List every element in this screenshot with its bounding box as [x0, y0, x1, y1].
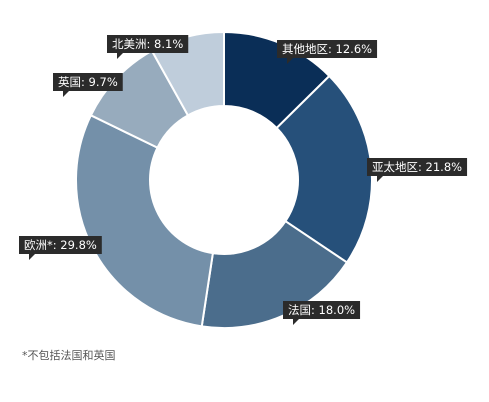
data-label-5: 英国: 9.7% [53, 73, 123, 97]
data-label-pointer [287, 58, 293, 64]
data-label-box [277, 40, 378, 58]
data-label-box [283, 301, 361, 319]
data-label-text: 法国: 18.0% [288, 303, 355, 317]
data-label-box [19, 236, 102, 254]
data-label-box [107, 35, 189, 53]
data-label-text: 英国: 9.7% [58, 75, 118, 89]
data-label-box [53, 73, 123, 91]
data-label-box [367, 158, 468, 176]
data-label-pointer [63, 91, 69, 97]
data-label-3: 法国: 18.0% [283, 301, 361, 325]
data-label-6: 北美洲: 8.1% [107, 35, 189, 59]
slice-3 [200, 219, 349, 329]
data-label-text: 其他地区: 12.6% [282, 42, 372, 56]
data-label-text: 北美洲: 8.1% [112, 37, 183, 51]
data-labels: 其他地区: 12.6% 亚太地区: 21.8% 法国: 18.0% 欧洲*: 29.8… [19, 35, 468, 325]
data-label-1: 其他地区: 12.6% [277, 40, 378, 64]
data-label-text: 欧洲*: 29.8% [24, 238, 97, 252]
slice-2 [275, 74, 373, 264]
slice-4 [75, 113, 215, 328]
chart-footnote: *不包括法国和英国 [22, 349, 116, 362]
data-label-4: 欧洲*: 29.8% [19, 236, 102, 260]
data-label-pointer [29, 254, 35, 260]
data-label-pointer [293, 319, 299, 325]
data-label-pointer [377, 176, 383, 182]
data-label-2: 亚太地区: 21.8% [367, 158, 468, 182]
data-label-pointer [117, 53, 123, 59]
data-label-text: 亚太地区: 21.8% [372, 160, 462, 174]
